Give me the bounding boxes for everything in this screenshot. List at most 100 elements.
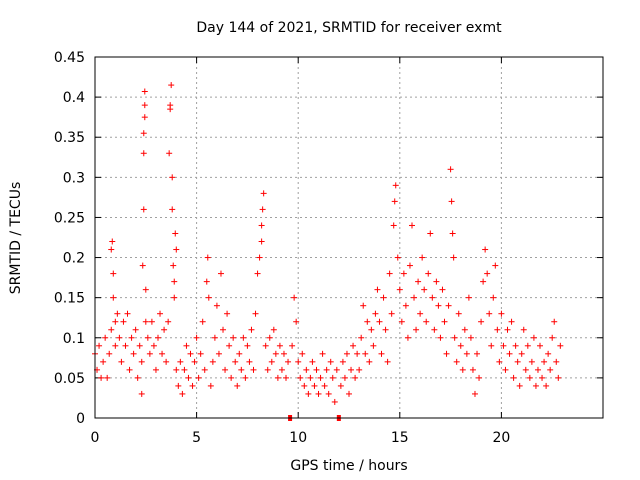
data-point [398,318,405,325]
data-point [541,358,548,365]
data-point [222,366,229,373]
data-point [504,326,511,333]
data-point [167,102,174,109]
data-point [498,310,505,317]
data-point [425,270,432,277]
data-point [168,82,175,89]
data-point [362,350,369,357]
data-point [215,350,222,357]
data-point [492,262,499,269]
data-point [315,390,322,397]
data-point [411,294,418,301]
data-point [254,270,261,277]
data-point [476,374,483,381]
data-point [108,326,115,333]
data-point [211,334,218,341]
data-point [189,382,196,389]
data-point [447,166,454,173]
data-point [309,358,316,365]
data-point [173,246,180,253]
data-point [140,150,147,157]
data-point [443,350,450,357]
data-point [463,350,470,357]
data-point [146,350,153,357]
data-point [467,334,474,341]
data-point [166,150,173,157]
data-point [366,358,373,365]
data-point [236,350,243,357]
data-point [331,398,338,405]
data-point [319,350,326,357]
data-point [494,326,501,333]
data-point [547,366,554,373]
data-point [553,358,560,365]
data-point [532,382,539,389]
data-point [370,342,377,349]
y-tick-label: 0.45 [54,50,85,66]
data-point [187,350,194,357]
data-point [488,342,495,349]
data-point [170,262,177,269]
data-point [140,206,147,213]
data-point [451,334,458,341]
data-point [484,270,491,277]
data-point [185,374,192,381]
data-point [112,342,119,349]
data-point [248,326,255,333]
data-point [230,334,237,341]
data-point [140,130,147,137]
data-point [136,342,143,349]
data-point [465,294,472,301]
data-point [280,350,287,357]
data-point [360,302,367,309]
tick-labels: 0 0.05 0.1 0.15 0.2 0.25 0.3 0.35 0.4 0.45 0 5 10 15 2… [54,50,510,446]
data-point [457,342,464,349]
data-point [169,174,176,181]
data-point [358,334,365,341]
data-point [534,366,541,373]
data-point [394,254,401,261]
data-point [402,302,409,309]
data-point [478,318,485,325]
y-tick-label: 0.25 [54,210,85,226]
data-point [524,342,531,349]
data-point [177,358,184,365]
data-point [110,270,117,277]
data-point [102,334,109,341]
data-point [333,366,340,373]
data-point [433,278,440,285]
data-point [455,310,462,317]
data-point [205,294,212,301]
data-point [173,366,180,373]
data-point [311,382,318,389]
data-point [193,334,200,341]
data-point [224,310,231,317]
data-point [144,334,151,341]
data-point [557,342,564,349]
data-point [350,342,357,349]
data-point [138,358,145,365]
data-point [307,374,314,381]
data-point [201,366,208,373]
data-point [148,318,155,325]
data-point [142,318,149,325]
data-point [114,310,121,317]
y-tick-label: 0 [76,411,85,427]
data-point [329,374,336,381]
data-point [388,310,395,317]
data-point [141,102,148,109]
data-point [108,246,115,253]
data-point [313,366,320,373]
data-point [325,390,332,397]
data-point [518,350,525,357]
y-tick-label: 0.05 [54,371,85,387]
data-point [339,358,346,365]
data-point [109,238,116,245]
data-point [374,286,381,293]
data-point [449,230,456,237]
data-point [537,342,544,349]
data-point [209,358,216,365]
data-point [112,318,119,325]
y-tick-label: 0.4 [63,90,85,106]
